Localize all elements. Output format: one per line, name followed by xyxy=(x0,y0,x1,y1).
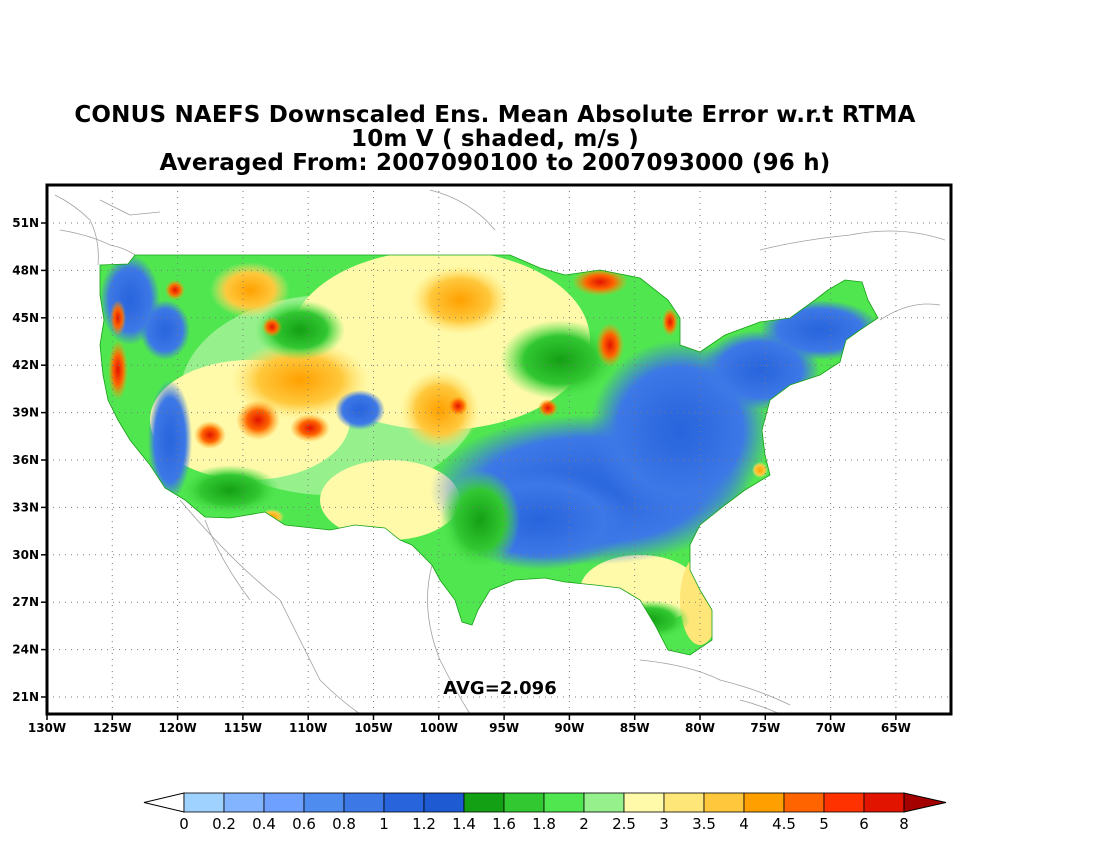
colorbar-swatch xyxy=(583,792,625,813)
latitude-axis: 51N 48N 45N 42N 39N 36N 33N 30N 27N 24N 21N xyxy=(12,216,47,704)
colorbar-label: 1.2 xyxy=(412,815,436,833)
colorbar-swatch xyxy=(543,792,585,813)
lat-tick-label: 51N xyxy=(12,216,39,230)
lat-tick-label: 39N xyxy=(12,406,39,420)
lat-tick-label: 24N xyxy=(12,643,39,657)
lon-tick-label: 70W xyxy=(816,721,846,735)
lon-tick-label: 120W xyxy=(158,721,196,735)
colorbar-swatch xyxy=(303,792,345,813)
colorbar-swatch xyxy=(263,792,305,813)
lat-tick-label: 36N xyxy=(12,453,39,467)
chart-title: CONUS NAEFS Downscaled Ens. Mean Absolut… xyxy=(74,102,916,128)
chart-subtitle-period: Averaged From: 2007090100 to 2007093000 … xyxy=(159,150,831,176)
colorbar-label: 4 xyxy=(739,815,749,833)
lat-tick-label: 42N xyxy=(12,358,39,372)
colorbar-swatch xyxy=(743,792,785,813)
colorbar-swatch xyxy=(823,792,865,813)
lat-tick-label: 30N xyxy=(12,548,39,562)
colorbar-label: 0.2 xyxy=(212,815,236,833)
lat-tick-label: 48N xyxy=(12,263,39,277)
longitude-axis: 130W 125W 120W 115W 110W 105W 100W 95W 90W 85W 80W… xyxy=(28,714,911,735)
plot-frame xyxy=(45,183,953,716)
colorbar-under-arrow xyxy=(143,792,185,813)
colorbar-label: 0.6 xyxy=(292,815,316,833)
colorbar-swatch xyxy=(183,792,225,813)
lon-tick-label: 95W xyxy=(489,721,519,735)
lat-tick-label: 45N xyxy=(12,311,39,325)
colorbar-label: 8 xyxy=(899,815,909,833)
average-value-label: AVG=2.096 xyxy=(443,678,556,699)
lat-tick-label: 33N xyxy=(12,500,39,514)
lon-tick-label: 100W xyxy=(420,721,458,735)
colorbar-label: 5 xyxy=(819,815,829,833)
chart-subtitle-variable: 10m V ( shaded, m/s ) xyxy=(351,126,639,152)
colorbar-swatch xyxy=(463,792,505,813)
lon-tick-label: 80W xyxy=(685,721,715,735)
lon-tick-label: 105W xyxy=(354,721,392,735)
colorbar-swatch xyxy=(343,792,385,813)
colorbar-over-arrow xyxy=(903,792,947,813)
colorbar-label: 0 xyxy=(179,815,189,833)
shaded-error-field xyxy=(100,255,878,655)
map-gridlines xyxy=(47,185,951,714)
colorbar-label: 1.4 xyxy=(452,815,476,833)
lat-tick-label: 21N xyxy=(12,690,39,704)
colorbar-swatch xyxy=(863,792,905,813)
colorbar-swatch xyxy=(663,792,705,813)
colorbar-label: 0.4 xyxy=(252,815,276,833)
colorbar-label: 1 xyxy=(379,815,389,833)
colorbar-swatch xyxy=(383,792,425,813)
colorbar-swatch xyxy=(423,792,465,813)
colorbar-swatch xyxy=(623,792,665,813)
lon-tick-label: 75W xyxy=(750,721,780,735)
lat-tick-label: 27N xyxy=(12,595,39,609)
colorbar: 0 0.2 0.4 0.6 0.8 1 1.2 1.4 1.6 1.8 2 2.5 3 3.5 4 4.5 5 6… xyxy=(143,792,947,833)
lon-tick-label: 125W xyxy=(93,721,131,735)
colorbar-label: 1.6 xyxy=(492,815,516,833)
lon-tick-label: 85W xyxy=(620,721,650,735)
lon-tick-label: 115W xyxy=(224,721,262,735)
colorbar-label: 3.5 xyxy=(692,815,716,833)
colorbar-label: 2 xyxy=(579,815,589,833)
lon-tick-label: 90W xyxy=(554,721,584,735)
colorbar-swatch xyxy=(783,792,825,813)
lon-tick-label: 130W xyxy=(28,721,66,735)
lon-tick-label: 65W xyxy=(881,721,911,735)
colorbar-swatch xyxy=(703,792,745,813)
colorbar-label: 1.8 xyxy=(532,815,556,833)
colorbar-label: 3 xyxy=(659,815,669,833)
colorbar-label: 4.5 xyxy=(772,815,796,833)
colorbar-swatch xyxy=(223,792,265,813)
colorbar-label: 2.5 xyxy=(612,815,636,833)
colorbar-swatch xyxy=(503,792,545,813)
lon-tick-label: 110W xyxy=(289,721,327,735)
colorbar-label: 6 xyxy=(859,815,869,833)
colorbar-label: 0.8 xyxy=(332,815,356,833)
